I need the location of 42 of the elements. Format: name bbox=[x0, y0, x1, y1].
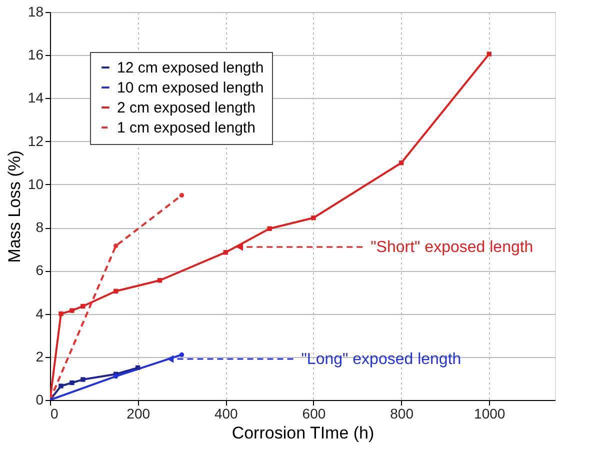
point bbox=[311, 216, 316, 220]
point bbox=[114, 288, 118, 294]
y-tick-label: 16 bbox=[28, 46, 44, 63]
point bbox=[223, 250, 228, 255]
point bbox=[267, 226, 272, 231]
x-tick-label: 200 bbox=[126, 406, 150, 422]
point bbox=[70, 380, 74, 386]
y-tick-label: 4 bbox=[36, 305, 44, 322]
annotation: "Long" exposed length bbox=[301, 351, 462, 368]
point bbox=[114, 244, 118, 248]
legend-label: 1 cm exposed length bbox=[117, 120, 256, 136]
point bbox=[70, 308, 74, 313]
x-tick-label: 800 bbox=[390, 406, 414, 422]
legend-label: 10 cm exposed length bbox=[117, 80, 264, 96]
y-tick-label: 2 bbox=[36, 348, 44, 364]
legend-label: 2 cm exposed length bbox=[117, 100, 256, 116]
y-tick-label: 10 bbox=[28, 176, 44, 192]
point bbox=[157, 278, 162, 283]
point bbox=[179, 192, 184, 198]
legend-label: 12 cm exposed length bbox=[117, 60, 264, 76]
x-tick-label: 400 bbox=[214, 406, 238, 422]
point bbox=[80, 377, 86, 382]
point bbox=[179, 352, 184, 358]
x-tick-label: 600 bbox=[302, 406, 326, 422]
x-tick-label: 0 bbox=[50, 406, 58, 422]
y-tick-label: 12 bbox=[28, 132, 44, 149]
annotation: "Short" exposed length bbox=[370, 238, 534, 256]
y-tick-label: 6 bbox=[36, 262, 44, 278]
point bbox=[80, 304, 86, 309]
y-tick-label: 14 bbox=[28, 90, 44, 106]
x-axis-title: Corrosion TIme (h) bbox=[232, 424, 374, 442]
y-tick-label: 0 bbox=[36, 392, 44, 408]
y-tick-label: 18 bbox=[28, 4, 44, 20]
x-tick-label: 1000 bbox=[474, 406, 506, 422]
point bbox=[114, 374, 118, 379]
y-axis-title: Mass Loss (%) bbox=[4, 150, 24, 263]
point bbox=[135, 365, 140, 370]
y-tick-label: 8 bbox=[36, 219, 44, 236]
point bbox=[58, 311, 64, 316]
point bbox=[398, 160, 404, 166]
point bbox=[486, 52, 492, 56]
point bbox=[58, 384, 64, 388]
